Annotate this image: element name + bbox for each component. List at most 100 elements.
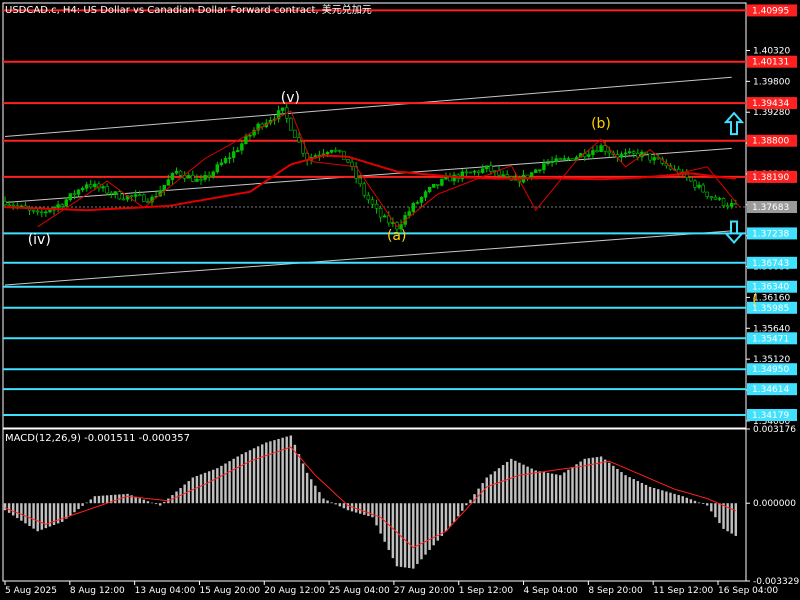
support-level-tag (747, 409, 797, 422)
bear-candle (378, 208, 383, 218)
resistance-level-tag (747, 170, 797, 183)
bear-candle (117, 191, 122, 200)
macd-signal-line (4, 446, 736, 549)
bull-candle (411, 203, 416, 212)
bull-candle (407, 211, 411, 216)
bear-candle (701, 184, 705, 193)
time-axis-label: 13 Aug 04:00 (135, 586, 196, 596)
bear-candle (297, 137, 301, 143)
support-level-label: 1.34950 (752, 365, 789, 375)
bull-candle (440, 178, 444, 186)
bull-candle (599, 145, 603, 153)
resistance-level-label: 1.39434 (752, 99, 789, 109)
bull-candle (472, 170, 477, 173)
bear-candle (648, 153, 652, 161)
bear-candle (146, 201, 150, 203)
bear-candle (436, 184, 440, 186)
price-axis-label: 1.39800 (753, 77, 790, 87)
bear-candle (3, 200, 7, 206)
bull-candle (113, 191, 117, 195)
bear-candle (178, 170, 183, 176)
resistance-level-tag (747, 4, 797, 17)
bull-candle (329, 149, 334, 153)
bull-candle (534, 169, 538, 173)
bull-candle (546, 162, 550, 165)
support-level-tag (747, 227, 797, 240)
bear-candle (721, 198, 726, 207)
time-axis-label: 1 Sep 12:00 (459, 586, 514, 596)
bear-candle (607, 150, 611, 154)
price-pane[interactable]: 1.403201.398001.392801.387601.382401.377… (2, 2, 797, 429)
channel-line (5, 230, 732, 286)
bull-candle (48, 209, 52, 213)
bear-candle (138, 194, 142, 196)
bull-candle (423, 191, 428, 198)
bull-candle (460, 171, 465, 180)
support-level-tag (747, 332, 797, 345)
time-axis-label: 27 Aug 20:00 (394, 586, 455, 596)
bull-candle (170, 172, 175, 181)
time-axis-label: 8 Aug 12:00 (70, 586, 125, 596)
bull-candle (452, 174, 456, 182)
time-axis-label: 11 Sep 12:00 (653, 586, 713, 596)
bear-candle (346, 159, 350, 163)
wave-label: (a) (387, 228, 407, 244)
bear-candle (142, 194, 146, 202)
time-axis-label: 5 Aug 2025 (5, 586, 57, 596)
bear-candle (595, 150, 599, 153)
wave-label: ( (752, 292, 757, 308)
time-axis: 5 Aug 2025 8 Aug 12:00 13 Aug 04:00 15 Aug … (4, 581, 778, 596)
bull-candle (415, 202, 420, 204)
bear-candle (342, 150, 346, 160)
macd-pane-frame (2, 428, 747, 582)
bear-candle (293, 129, 297, 138)
bear-candle (705, 191, 709, 197)
resistance-level-label: 1.40131 (752, 58, 789, 68)
bull-candle (76, 189, 81, 195)
bear-candle (570, 158, 575, 161)
channel-line (5, 76, 732, 138)
bull-candle (240, 143, 244, 151)
bull-candle (80, 187, 85, 191)
bull-candle (325, 152, 330, 155)
wave-label: (iv) (28, 232, 51, 248)
resistance-level-tag (747, 97, 797, 110)
time-axis-label: 4 Sep 04:00 (524, 586, 579, 596)
bear-candle (476, 170, 481, 173)
bull-candle (382, 215, 387, 218)
moving-average-line (4, 154, 736, 212)
bull-candle (717, 198, 722, 200)
resistance-level-label: 1.38190 (752, 173, 789, 183)
bear-candle (40, 211, 44, 214)
bear-candle (693, 180, 697, 188)
bull-candle (84, 184, 89, 189)
bull-candle (133, 194, 138, 197)
wave-label: (b) (591, 116, 611, 132)
bull-candle (627, 151, 632, 154)
down-arrow-icon (723, 220, 745, 245)
bull-candle (101, 186, 105, 189)
bear-candle (105, 186, 109, 194)
price-axis-label: 1.35120 (753, 355, 790, 365)
bear-candle (489, 165, 493, 172)
bull-candle (162, 185, 166, 191)
bear-candle (121, 198, 126, 201)
bear-candle (129, 195, 134, 198)
bull-candle (211, 171, 215, 177)
time-axis-label: 8 Sep 20:00 (588, 586, 643, 596)
bear-candle (362, 183, 367, 196)
support-level-label: 1.36340 (752, 283, 789, 293)
bear-candle (632, 151, 636, 154)
bear-candle (505, 174, 509, 177)
support-level-tag (747, 301, 797, 314)
bull-candle (195, 178, 199, 182)
bull-candle (44, 211, 48, 214)
macd-pane[interactable]: 0.003176 0.000000 -0.003329 (2, 425, 799, 587)
price-axis-label: 1.34080 (753, 417, 790, 427)
bull-candle (223, 158, 228, 164)
chart-title: USDCAD.c, H4: US Dollar vs Canadian Doll… (5, 3, 372, 16)
price-axis-label: 1.36160 (753, 293, 790, 303)
bull-candle (64, 199, 69, 207)
support-level-label: 1.34179 (752, 411, 789, 421)
